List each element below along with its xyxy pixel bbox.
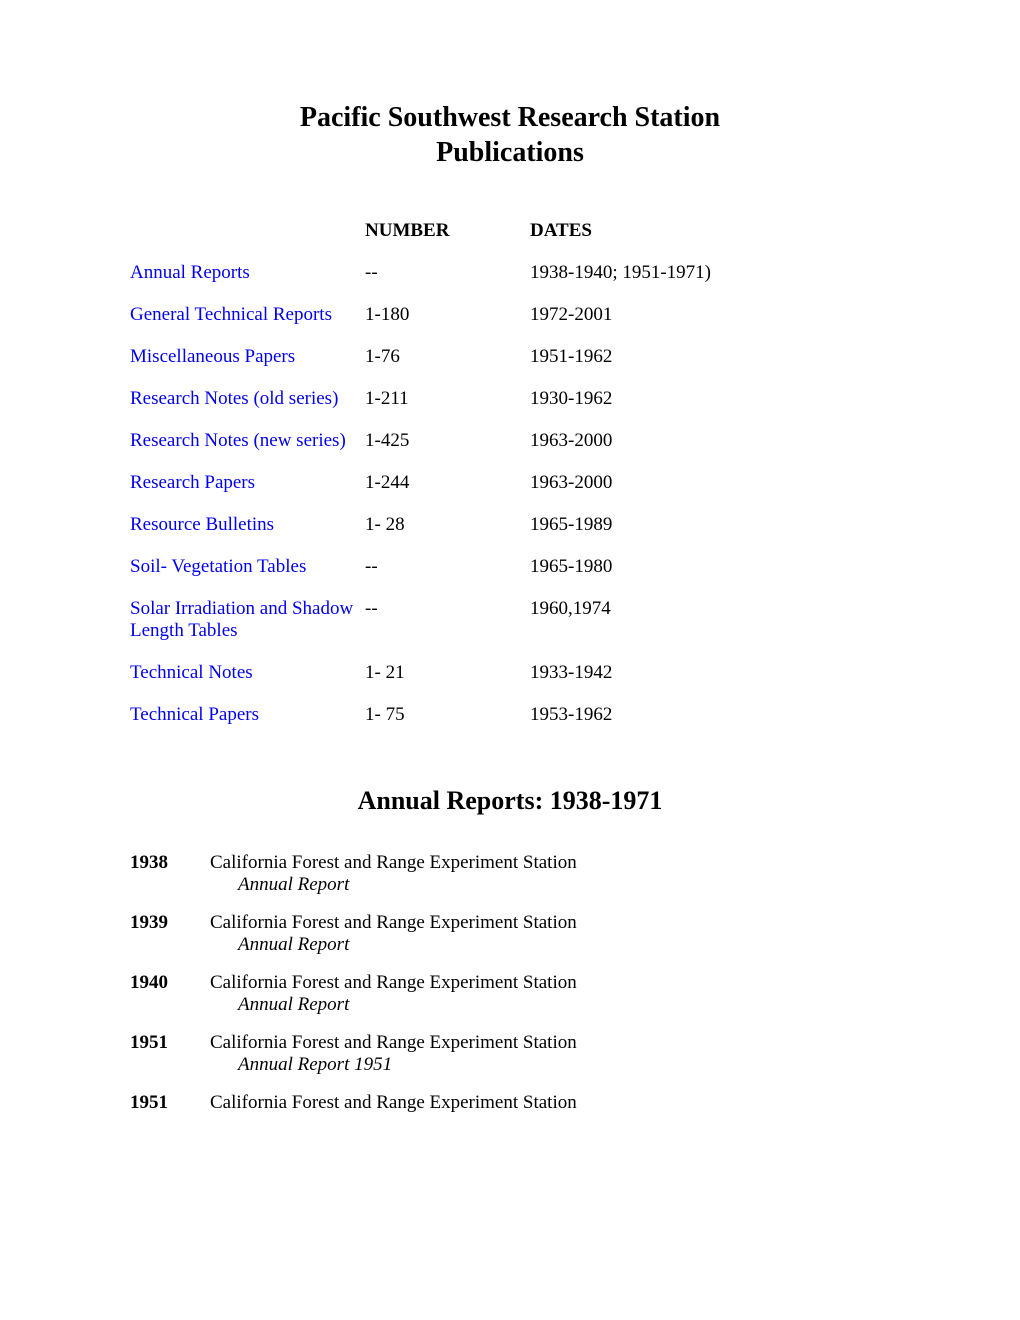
index-row: Research Notes (new series) 1-425 1963-2… (130, 420, 890, 462)
report-row: 1940 California Forest and Range Experim… (130, 964, 890, 1024)
report-subtitle: Annual Report (210, 994, 890, 1016)
index-dates: 1965-1989 (530, 504, 890, 546)
section-title: Annual Reports: 1938-1971 (130, 786, 890, 816)
index-row: Resource Bulletins 1- 28 1965-1989 (130, 504, 890, 546)
report-description: California Forest and Range Experiment S… (210, 1084, 890, 1122)
index-dates: 1951-1962 (530, 336, 890, 378)
annual-reports-table: 1938 California Forest and Range Experim… (130, 844, 890, 1122)
title-line-2: Publications (436, 137, 584, 168)
index-number: 1-180 (365, 294, 530, 336)
index-row: Technical Notes 1- 21 1933-1942 (130, 652, 890, 694)
report-title: California Forest and Range Experiment S… (210, 1032, 577, 1053)
index-link[interactable]: Miscellaneous Papers (130, 346, 295, 367)
title-line-1: Pacific Southwest Research Station (300, 102, 720, 133)
index-link[interactable]: Solar Irradiation and Shadow Length Tabl… (130, 598, 353, 641)
report-row: 1939 California Forest and Range Experim… (130, 904, 890, 964)
index-dates: 1972-2001 (530, 294, 890, 336)
index-row: General Technical Reports 1-180 1972-200… (130, 294, 890, 336)
report-row: 1938 California Forest and Range Experim… (130, 844, 890, 904)
index-dates: 1933-1942 (530, 652, 890, 694)
index-number: 1-76 (365, 336, 530, 378)
index-number: 1-244 (365, 462, 530, 504)
header-number: NUMBER (365, 210, 530, 252)
index-number: 1- 28 (365, 504, 530, 546)
report-title: California Forest and Range Experiment S… (210, 912, 577, 933)
report-subtitle: Annual Report (210, 874, 890, 896)
report-subtitle: Annual Report (210, 934, 890, 956)
index-dates: 1960,1974 (530, 588, 890, 652)
index-header-row: NUMBER DATES (130, 210, 890, 252)
index-link[interactable]: Research Notes (new series) (130, 430, 346, 451)
publication-index-table: NUMBER DATES Annual Reports -- 1938-1940… (130, 210, 890, 736)
report-title: California Forest and Range Experiment S… (210, 852, 577, 873)
index-link[interactable]: Research Notes (old series) (130, 388, 338, 409)
index-row: Research Notes (old series) 1-211 1930-1… (130, 378, 890, 420)
index-number: 1- 75 (365, 694, 530, 736)
report-title: California Forest and Range Experiment S… (210, 1092, 577, 1113)
report-description: California Forest and Range Experiment S… (210, 1024, 890, 1084)
index-link[interactable]: General Technical Reports (130, 304, 332, 325)
report-description: California Forest and Range Experiment S… (210, 964, 890, 1024)
report-year: 1938 (130, 844, 210, 904)
index-dates: 1963-2000 (530, 420, 890, 462)
index-link[interactable]: Soil- Vegetation Tables (130, 556, 306, 577)
index-number: 1-425 (365, 420, 530, 462)
index-number: -- (365, 252, 530, 294)
index-number: 1-211 (365, 378, 530, 420)
index-dates: 1938-1940; 1951-1971) (530, 252, 890, 294)
report-year: 1939 (130, 904, 210, 964)
index-link[interactable]: Resource Bulletins (130, 514, 274, 535)
report-row: 1951 California Forest and Range Experim… (130, 1084, 890, 1122)
report-description: California Forest and Range Experiment S… (210, 844, 890, 904)
index-number: 1- 21 (365, 652, 530, 694)
index-dates: 1930-1962 (530, 378, 890, 420)
report-description: California Forest and Range Experiment S… (210, 904, 890, 964)
report-row: 1951 California Forest and Range Experim… (130, 1024, 890, 1084)
page-title: Pacific Southwest Research Station Publi… (130, 100, 890, 170)
index-dates: 1963-2000 (530, 462, 890, 504)
index-row: Solar Irradiation and Shadow Length Tabl… (130, 588, 890, 652)
index-link[interactable]: Technical Notes (130, 662, 253, 683)
header-blank (130, 210, 365, 252)
index-link[interactable]: Annual Reports (130, 262, 250, 283)
index-dates: 1953-1962 (530, 694, 890, 736)
report-title: California Forest and Range Experiment S… (210, 972, 577, 993)
report-year: 1951 (130, 1024, 210, 1084)
header-dates: DATES (530, 210, 890, 252)
index-row: Annual Reports -- 1938-1940; 1951-1971) (130, 252, 890, 294)
report-year: 1951 (130, 1084, 210, 1122)
index-row: Miscellaneous Papers 1-76 1951-1962 (130, 336, 890, 378)
index-row: Soil- Vegetation Tables -- 1965-1980 (130, 546, 890, 588)
report-year: 1940 (130, 964, 210, 1024)
index-number: -- (365, 546, 530, 588)
index-row: Research Papers 1-244 1963-2000 (130, 462, 890, 504)
report-subtitle: Annual Report 1951 (210, 1054, 890, 1076)
index-link[interactable]: Technical Papers (130, 704, 259, 725)
index-row: Technical Papers 1- 75 1953-1962 (130, 694, 890, 736)
index-link[interactable]: Research Papers (130, 472, 255, 493)
index-number: -- (365, 588, 530, 652)
index-dates: 1965-1980 (530, 546, 890, 588)
